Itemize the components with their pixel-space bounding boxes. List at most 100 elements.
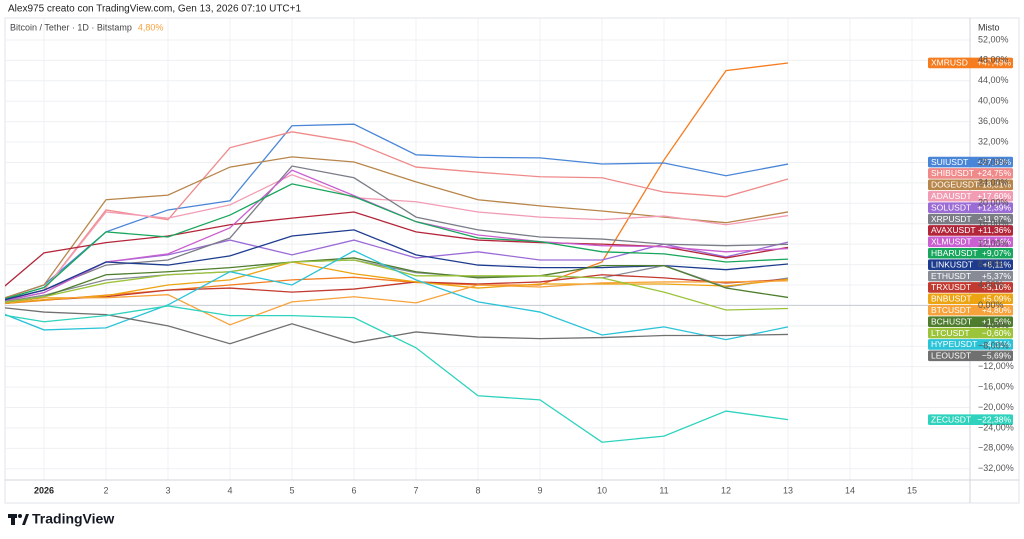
badge-name: LEOUSDT [931,351,971,361]
x-tick-label: 10 [597,485,607,495]
badge-value: +12,39% [977,202,1011,212]
badge-name: ETHUSDT [931,271,971,281]
x-tick-label: 2 [103,485,108,495]
badge-value: +11,14% [978,237,1012,247]
badge-value: +24,75% [977,168,1011,178]
x-tick-label: 6 [351,485,356,495]
x-tick-label: 8 [475,485,480,495]
series-line [5,280,789,326]
x-tick-label: 9 [537,485,542,495]
y-tick-label: 4,00% [978,279,1004,289]
series-line [5,174,789,301]
badge-value: +18,31% [977,180,1011,190]
series-line [5,183,789,300]
badge-value: +5,09% [982,294,1012,304]
badge-name: BCHUSDT [931,316,972,326]
x-tick-label: 5 [289,485,294,495]
y-tick-label: 20,00% [978,198,1009,208]
price-badge [928,414,1013,425]
badge-name: AVAXUSDT [931,225,976,235]
series-line [5,131,789,301]
y-tick-label: 36,00% [978,116,1009,126]
frame [4,17,1020,504]
badge-value: +17,60% [977,191,1011,201]
badge-value: +4,80% [982,305,1012,315]
badge-name: SOLUSDT [931,202,971,212]
x-tick-label: 12 [721,485,731,495]
badge-value: −4,21% [982,339,1012,349]
x-tick-label: 15 [907,485,917,495]
price-badge [928,259,1013,270]
price-badge [928,190,1013,202]
series-line [5,305,789,443]
y-tick-label: 44,00% [978,75,1009,85]
series-line [5,259,789,303]
badge-name: LTCUSDT [931,328,970,338]
badge-value: −5,69% [982,351,1012,361]
price-badge [928,350,1013,362]
x-tick-label: 3 [165,485,170,495]
price-badge [928,156,1013,168]
badge-value: +11,97% [978,214,1012,224]
price-badge [928,179,1013,191]
badge-name: HYPEUSDT [931,339,977,349]
y-tick-label: 16,00% [978,218,1009,228]
price-badge [928,316,1013,327]
y-tick-label: 0,00% [978,300,1004,310]
y-tick-label: 40,00% [978,96,1009,106]
badge-value: +27,69% [977,157,1011,167]
y-tick-label: −20,00% [978,402,1014,412]
badge-value: +8,11% [983,259,1012,269]
badge-value: +9,07% [982,248,1012,258]
series-line [5,250,789,341]
badge-name: ZECUSDT [931,414,971,424]
y-tick-label: −12,00% [978,361,1014,371]
badge-value: +5,10% [982,282,1012,292]
y-tick-label: 52,00% [978,34,1009,44]
y-tick-label: −8,00% [978,341,1009,351]
series-line [5,274,789,304]
price-badge [928,339,1013,350]
x-tick-label: 14 [845,485,855,495]
y-tick-label: 12,00% [978,239,1009,249]
series-line [5,261,789,304]
series-line [5,165,789,301]
price-badge [928,247,1013,259]
price-badge [928,293,1013,305]
x-tick-label: 13 [783,485,793,495]
symbol: Bitcoin / Tether · 1D · Bitstamp [10,22,132,32]
badge-name: XRPUSDT [931,214,972,224]
badge-name: BTCUSDT [931,305,971,315]
badge-name: XMRUSD [931,58,968,68]
badge-value: +1,56% [982,316,1012,326]
y-tick-label: 8,00% [978,259,1004,269]
x-tick-label: 7 [413,485,418,495]
badge-name: BNBUSDT [931,294,972,304]
x-tick-label: 11 [659,485,668,495]
price-badge [928,304,1013,316]
price-badge [928,57,1013,69]
price-badge [928,282,1013,293]
price-badge [928,270,1013,282]
price-badge [928,168,1013,179]
logo-text: TradingView [32,511,114,527]
price-badge [928,202,1013,213]
price-badge [928,236,1013,248]
x-tick-label: 2026 [34,485,54,495]
badge-name: SUIUSDT [931,157,968,167]
series-line [5,259,789,311]
y-tick-label: −4,00% [978,320,1009,330]
y-tick-label: −24,00% [978,422,1014,432]
y-tick-label: 48,00% [978,55,1009,65]
price-badge [928,327,1013,339]
badge-value: +11,36% [978,225,1012,235]
symbol-change: 4,80% [138,22,164,32]
y-tick-label: 24,00% [978,177,1009,187]
y-tick-label: 32,00% [978,136,1009,146]
logo-icon [8,514,29,525]
price-badge [928,213,1013,225]
plot [5,62,789,443]
badge-value: +5,37% [982,271,1012,281]
y-tick-label: 28,00% [978,157,1009,167]
